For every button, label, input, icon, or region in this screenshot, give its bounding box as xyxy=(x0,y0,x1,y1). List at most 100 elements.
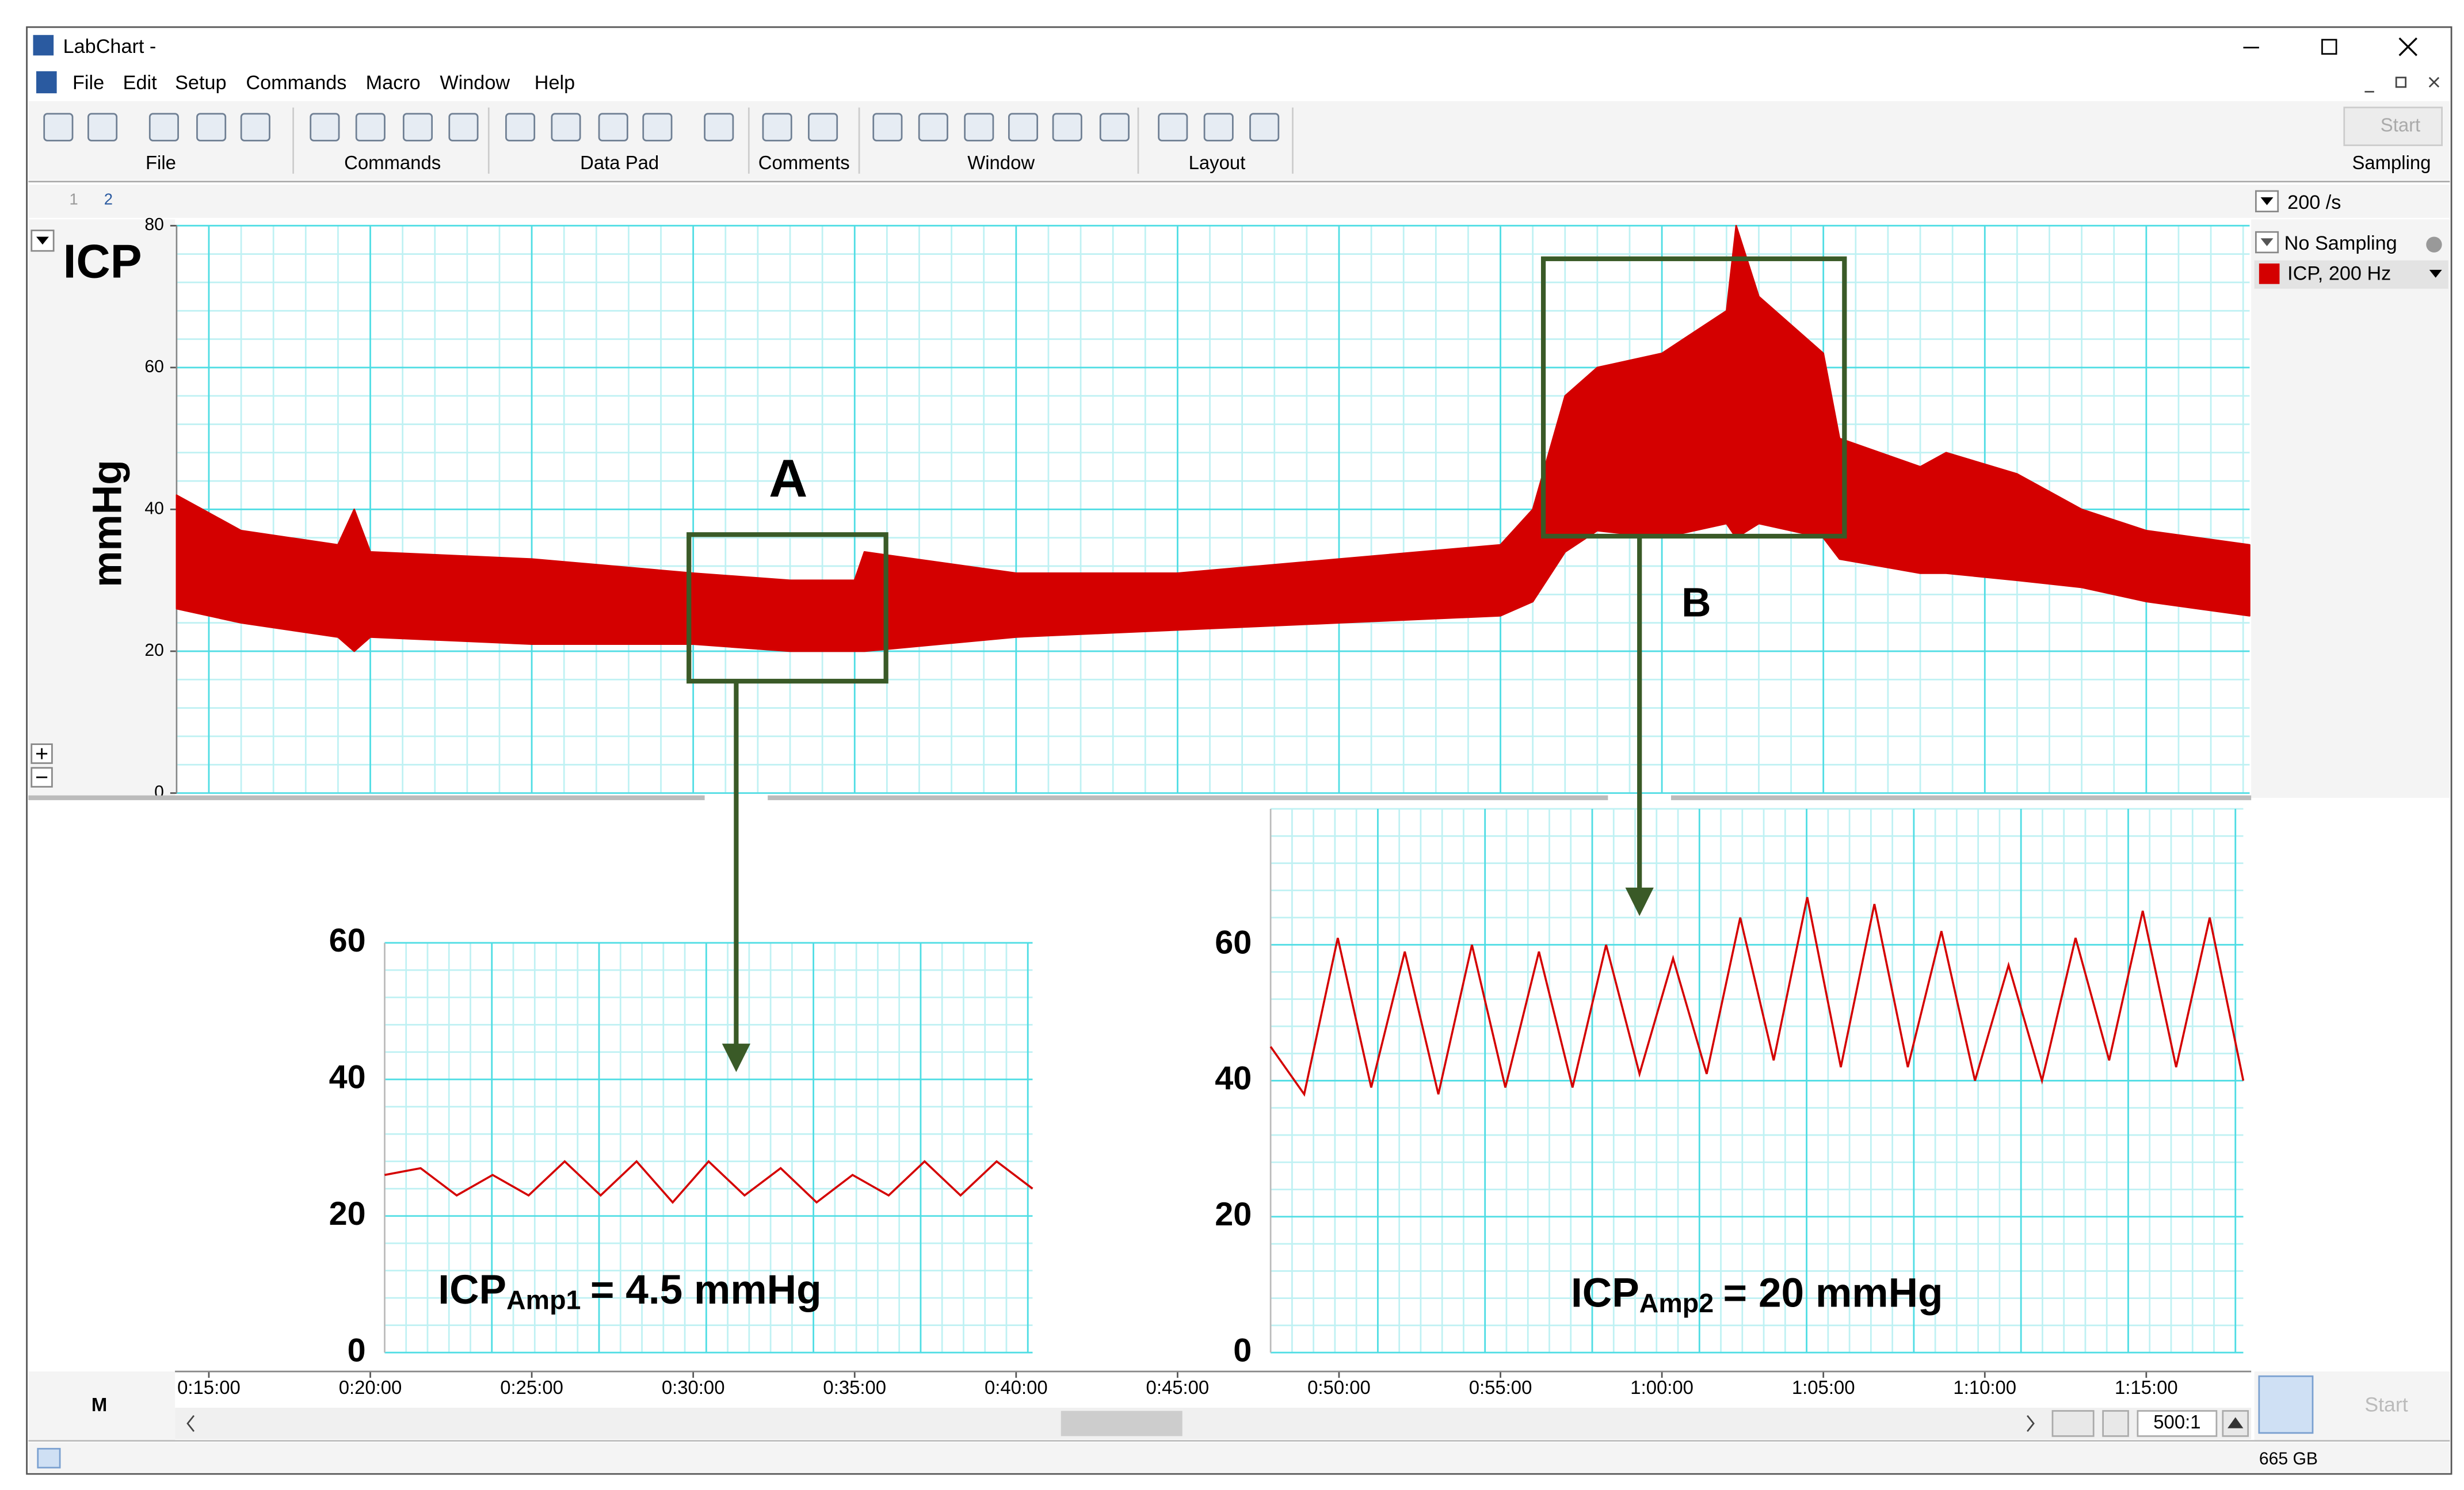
selection-box xyxy=(686,532,888,684)
toolbar-icon[interactable] xyxy=(1008,113,1039,142)
toolbar-icon[interactable] xyxy=(43,113,74,142)
channel-list-item[interactable]: No Sampling xyxy=(2284,232,2397,254)
toolbar-icon[interactable] xyxy=(505,113,536,142)
zoom-tool[interactable] xyxy=(2051,1410,2095,1437)
menu-item[interactable]: Macro xyxy=(366,72,421,94)
x-tick-label: 1:10:00 xyxy=(1953,1377,2016,1398)
x-tick-label: 0:35:00 xyxy=(823,1377,886,1398)
start-label: Start xyxy=(2381,114,2420,135)
y-tick-label: 60 xyxy=(329,922,366,959)
menu-item[interactable]: Help xyxy=(535,72,575,94)
scrollbar[interactable] xyxy=(175,1408,2252,1439)
channel-list-item[interactable]: ICP, 200 Hz xyxy=(2287,262,2391,284)
toolbar-group-label: Layout xyxy=(1189,152,1246,173)
app-icon xyxy=(33,35,54,56)
toolbar-icon[interactable] xyxy=(355,113,386,142)
scroll-thumb[interactable] xyxy=(1061,1411,1183,1436)
axis-unit: mmHg xyxy=(85,460,131,587)
label-subscript: Amp1 xyxy=(506,1285,581,1315)
toolbar-icon[interactable] xyxy=(918,113,948,142)
menu-item[interactable]: Commands xyxy=(246,72,346,94)
waveform xyxy=(1269,897,2245,1097)
sampling-icon[interactable] xyxy=(2258,1375,2314,1434)
plus-icon xyxy=(36,748,48,759)
amplitude-label: ICPAmp2 = 20 mmHg xyxy=(1571,1270,1943,1318)
label-rest: = 4.5 mmHg xyxy=(590,1267,822,1313)
toolbar-icon[interactable] xyxy=(1203,113,1234,142)
sample-rate: 200 /s xyxy=(2287,192,2341,213)
dropdown-arrow xyxy=(36,236,49,245)
page-tab[interactable]: 1 xyxy=(70,190,78,208)
menu-item[interactable]: Window xyxy=(440,72,510,94)
channel-panel xyxy=(28,219,176,798)
toolbar-icon[interactable] xyxy=(1052,113,1082,142)
y-tick-label: 80 xyxy=(144,215,164,234)
lower-pane xyxy=(28,799,2252,1370)
y-tick-label: 40 xyxy=(329,1059,366,1095)
start-label[interactable]: Start xyxy=(2364,1393,2408,1416)
x-tick-label: 0:45:00 xyxy=(1146,1377,1210,1398)
waveform xyxy=(384,1160,1033,1204)
toolbar-icon[interactable] xyxy=(964,113,994,142)
x-tick-label: 1:05:00 xyxy=(1792,1377,1855,1398)
y-tick-label: 0 xyxy=(1233,1332,1252,1369)
page-tab[interactable]: 2 xyxy=(104,190,113,208)
menu-item[interactable]: Edit xyxy=(123,72,157,94)
toolbar-icon[interactable] xyxy=(402,113,433,142)
y-tick-label: 20 xyxy=(144,641,164,660)
y-tick-label: 60 xyxy=(144,357,164,376)
toolbar-icon[interactable] xyxy=(598,113,628,142)
selection-box xyxy=(1540,256,1847,539)
toolbar-icon[interactable] xyxy=(808,113,838,142)
zoom-field[interactable] xyxy=(2137,1410,2218,1437)
toolbar-group-label: Commands xyxy=(344,152,441,173)
start-button[interactable] xyxy=(2343,106,2443,146)
scroll-arrows[interactable] xyxy=(186,1415,2035,1432)
doc-icon xyxy=(36,71,57,94)
close-button[interactable] xyxy=(2398,37,2417,56)
toolbar-icon[interactable] xyxy=(704,113,734,142)
toolbar-icon[interactable] xyxy=(87,113,118,142)
zoom-out[interactable] xyxy=(30,767,53,788)
channel-swatch xyxy=(2259,263,2280,284)
selected-row[interactable] xyxy=(2254,260,2448,289)
marker[interactable]: M xyxy=(91,1394,107,1415)
toolbar-icon[interactable] xyxy=(1249,113,1280,142)
zoom-down[interactable] xyxy=(2102,1410,2129,1437)
annotation: A xyxy=(769,448,807,508)
toolbar-icon[interactable] xyxy=(148,113,179,142)
disk-space: 665 GB xyxy=(2259,1449,2318,1468)
dropdown-arrow xyxy=(2260,197,2274,205)
toolbar-icon[interactable] xyxy=(1099,113,1130,142)
toolbar-icon[interactable] xyxy=(762,113,792,142)
channel-list-panel xyxy=(2251,219,2450,798)
y-tick-label: 60 xyxy=(1215,924,1252,961)
toolbar-icon[interactable] xyxy=(1158,113,1188,142)
zoom-in[interactable] xyxy=(30,743,53,764)
toolbar-icon[interactable] xyxy=(551,113,581,142)
status-bar xyxy=(28,1442,2450,1473)
toolbar-group-label: Data Pad xyxy=(580,152,659,173)
marker-panel xyxy=(28,1371,176,1441)
toolbar-icon[interactable] xyxy=(240,113,270,142)
toolbar-icon[interactable] xyxy=(872,113,903,142)
toolbar-icon[interactable] xyxy=(448,113,479,142)
toolbar-icon[interactable] xyxy=(196,113,227,142)
channel-title: ICP xyxy=(63,235,142,288)
restore-button[interactable] xyxy=(2321,39,2337,55)
toolbar-group-label: File xyxy=(146,152,176,173)
doc-controls[interactable] xyxy=(2364,77,2440,93)
dropdown-arrow xyxy=(2260,238,2274,246)
up-arrow xyxy=(2227,1417,2244,1428)
toolbar-group-label: Window xyxy=(967,152,1035,173)
menu-item[interactable]: File xyxy=(73,72,104,94)
icp-trace xyxy=(176,224,2251,652)
x-tick-label: 0:15:00 xyxy=(177,1377,241,1398)
toolbar-icon[interactable] xyxy=(310,113,340,142)
menu-item[interactable]: Setup xyxy=(175,72,226,94)
x-tick-label: 0:20:00 xyxy=(339,1377,402,1398)
toolbar-icon[interactable] xyxy=(642,113,673,142)
x-tick-label: 0:25:00 xyxy=(500,1377,563,1398)
